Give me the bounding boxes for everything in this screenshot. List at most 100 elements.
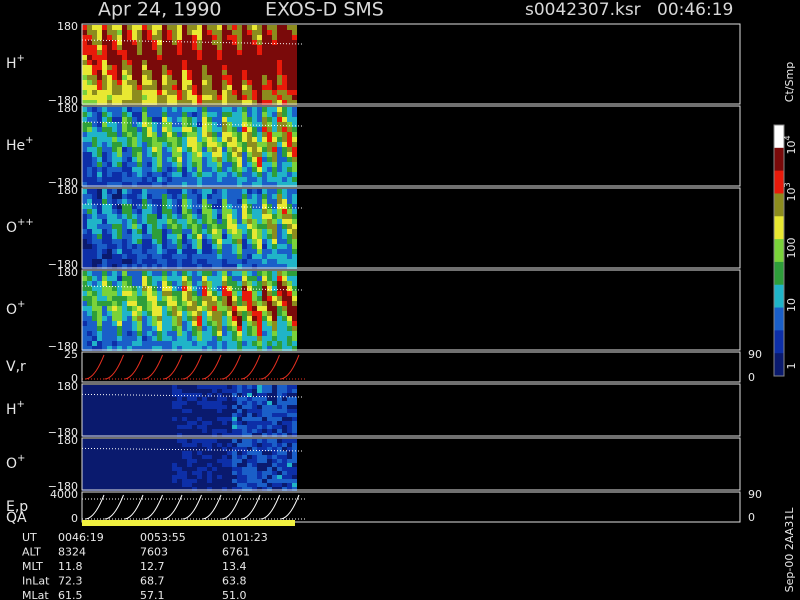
spectrogram-cell	[287, 409, 292, 413]
panel-frame	[81, 187, 741, 269]
spectrogram-cell	[187, 219, 192, 224]
spectrogram-cell	[107, 316, 112, 321]
spectrogram-cell	[192, 316, 197, 321]
spectrogram-cell	[272, 214, 277, 219]
spectrogram-cell	[192, 40, 197, 45]
spectrogram-cell	[247, 214, 252, 219]
spectrogram-cell	[252, 439, 257, 443]
spectrogram-cell	[187, 30, 192, 35]
spectrogram-cell	[202, 40, 207, 45]
spectrogram-cell	[97, 209, 102, 214]
spectrogram-cell	[97, 127, 102, 132]
spectrogram-cell	[282, 409, 287, 413]
spectrogram-cell	[152, 65, 157, 70]
spectrogram-cell	[127, 443, 132, 447]
spectrogram-cell	[237, 209, 242, 214]
spectrogram-cell	[187, 479, 192, 483]
spectrogram-cell	[282, 75, 287, 80]
spectrogram-cell	[107, 336, 112, 341]
spectrogram-cell	[172, 45, 177, 50]
spectrogram-cell	[122, 405, 127, 409]
spectrogram-cell	[207, 417, 212, 421]
spectrogram-cell	[82, 55, 87, 60]
spectrogram-cell	[92, 172, 97, 177]
spectrogram-cell	[192, 311, 197, 316]
spectrogram-cell	[97, 147, 102, 152]
spectrogram-cell	[92, 341, 97, 346]
spectrogram-cell	[197, 35, 202, 40]
tick-top: 4000	[50, 488, 78, 501]
spectrogram-cell	[197, 107, 202, 112]
spectrogram-cell	[82, 199, 87, 204]
spectrogram-cell	[172, 336, 177, 341]
spectrogram-cell	[242, 475, 247, 479]
spectrogram-cell	[172, 182, 177, 187]
spectrogram-cell	[222, 479, 227, 483]
spectrogram-cell	[267, 341, 272, 346]
spectrogram-cell	[187, 291, 192, 296]
sweep-curve	[221, 354, 241, 380]
spectrogram-cell	[207, 259, 212, 264]
spectrogram-cell	[127, 264, 132, 269]
spectrogram-cell	[127, 316, 132, 321]
spectrogram-cell	[267, 483, 272, 487]
spectrogram-cell	[142, 224, 147, 229]
spectrogram-cell	[247, 425, 252, 429]
spectrogram-cell	[157, 306, 162, 311]
spectrogram-cell	[167, 209, 172, 214]
spectrogram-cell	[287, 35, 292, 40]
spectrogram-cell	[167, 471, 172, 475]
spectrogram-cell	[252, 40, 257, 45]
spectrogram-cell	[222, 443, 227, 447]
spectrogram-cell	[97, 459, 102, 463]
spectrogram-cell	[247, 137, 252, 142]
spectrogram-cell	[157, 60, 162, 65]
spectrogram-cell	[252, 117, 257, 122]
spectrogram-cell	[272, 100, 277, 105]
spectrogram-cell	[142, 199, 147, 204]
spectrogram-cell	[157, 229, 162, 234]
spectrogram-cell	[252, 385, 257, 389]
spectrogram-cell	[252, 475, 257, 479]
spectrogram-cell	[127, 259, 132, 264]
spectrogram-cell	[127, 439, 132, 443]
spectrogram-cell	[187, 112, 192, 117]
spectrogram-cell	[102, 80, 107, 85]
spectrogram-cell	[107, 90, 112, 95]
footer: Sep-00 2AA31L	[783, 507, 796, 593]
spectrogram-cell	[107, 433, 112, 437]
spectrogram-cell	[267, 122, 272, 127]
spectrogram-cell	[282, 455, 287, 459]
spectrogram-cell	[187, 483, 192, 487]
spectrogram-cell	[252, 199, 257, 204]
spectrogram-cell	[127, 471, 132, 475]
spectrogram-cell	[227, 50, 232, 55]
spectrogram-cell	[272, 142, 277, 147]
spectrogram-cell	[142, 204, 147, 209]
spectrogram-cell	[102, 25, 107, 30]
spectrogram-cell	[127, 25, 132, 30]
spectrogram-cell	[242, 291, 247, 296]
spectrogram-cell	[282, 397, 287, 401]
spectrogram-cell	[87, 239, 92, 244]
spectrogram-cell	[122, 85, 127, 90]
spectrogram-cell	[82, 249, 87, 254]
spectrogram-cell	[117, 401, 122, 405]
spectrogram-cell	[202, 224, 207, 229]
spectrogram-cell	[232, 132, 237, 137]
spectrogram-cell	[87, 421, 92, 425]
spectrogram-cell	[282, 291, 287, 296]
spectrogram-cell	[152, 234, 157, 239]
spectrogram-cell	[247, 264, 252, 269]
spectrogram-cell	[117, 100, 122, 105]
spectrogram-cell	[287, 45, 292, 50]
spectrogram-cell	[277, 199, 282, 204]
spectrogram-cell	[197, 60, 202, 65]
spectrogram-cell	[232, 451, 237, 455]
spectrogram-cell	[112, 451, 117, 455]
spectrogram-cell	[227, 311, 232, 316]
spectrogram-cell	[237, 286, 242, 291]
sweep-curve	[123, 354, 144, 380]
spectrogram-cell	[92, 291, 97, 296]
spectrogram-cell	[237, 40, 242, 45]
